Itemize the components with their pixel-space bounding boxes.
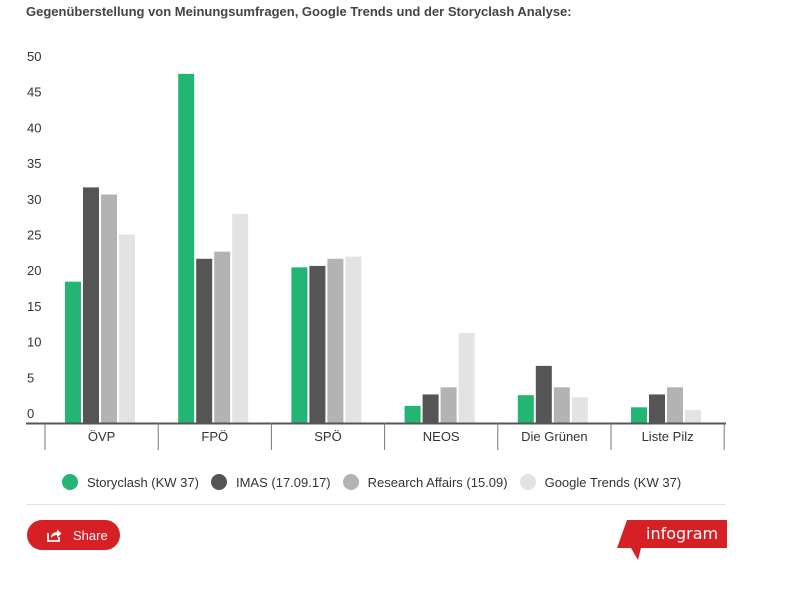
legend-swatch-google	[519, 474, 536, 490]
y-tick-label: 40	[27, 120, 41, 135]
bar	[214, 251, 231, 423]
bar	[65, 281, 81, 423]
bar	[119, 234, 135, 423]
x-tick-label: Liste Pilz	[642, 429, 694, 444]
legend-label-google: Google Trends (KW 37)	[544, 474, 682, 490]
bar	[571, 397, 588, 423]
legend-swatch-imas	[210, 474, 227, 490]
bar	[649, 394, 665, 423]
y-tick-label: 15	[27, 299, 41, 314]
legend-label-imas: IMAS (17.09.17)	[235, 474, 331, 490]
bar	[685, 410, 701, 423]
y-tick-label: 30	[27, 192, 41, 207]
share-icon	[47, 529, 62, 542]
bar	[345, 256, 362, 423]
bar	[101, 194, 117, 423]
bar	[553, 387, 570, 423]
x-tick-label: NEOS	[423, 429, 460, 444]
bar	[535, 365, 552, 423]
y-tick-label: 5	[27, 370, 34, 385]
infogram-logo[interactable]	[617, 520, 727, 560]
y-tick-label: 35	[27, 156, 41, 171]
bar	[83, 187, 99, 423]
legend: Storyclash (KW 37) IMAS (17.09.17) Resea…	[62, 474, 693, 490]
x-tick-label: SPÖ	[314, 429, 341, 444]
share-button[interactable]: Share	[27, 520, 120, 550]
bar	[458, 333, 475, 423]
legend-swatch-storyclash	[62, 474, 78, 490]
y-tick-label: 20	[27, 263, 41, 278]
x-tick-label: ÖVP	[88, 429, 115, 444]
bar	[178, 73, 195, 423]
x-tick-label: Die Grünen	[521, 429, 587, 444]
legend-swatch-research	[342, 474, 359, 490]
y-tick-label: 10	[27, 335, 41, 350]
legend-item-research[interactable]: Research Affairs (15.09)	[342, 474, 508, 490]
bar-chart: 0 5 10 15 20 25 30 35 40 45 50 ÖVP FPÖ SPÖ NEOS Die Grü…	[26, 49, 726, 450]
infogram-logo-text: infogram	[646, 524, 719, 543]
legend-item-google[interactable]: Google Trends (KW 37)	[519, 474, 682, 490]
y-tick-label: 0	[27, 406, 34, 421]
x-tick-label: FPÖ	[201, 429, 228, 444]
bar	[291, 267, 308, 423]
bar	[404, 405, 421, 423]
share-label: Share	[73, 527, 108, 543]
bar	[440, 387, 457, 423]
bar	[517, 395, 534, 423]
legend-label-storyclash: Storyclash (KW 37)	[87, 474, 199, 490]
legend-label-research: Research Affairs (15.09)	[367, 474, 508, 490]
y-tick-label: 45	[27, 85, 41, 100]
bar	[309, 265, 326, 423]
chart-title: Gegenüberstellung von Meinungsumfragen, …	[26, 4, 572, 19]
y-tick-label: 25	[27, 228, 41, 243]
bar	[422, 394, 439, 423]
legend-item-imas[interactable]: IMAS (17.09.17)	[210, 474, 331, 490]
y-tick-label: 50	[27, 49, 41, 64]
legend-item-storyclash[interactable]: Storyclash (KW 37)	[62, 474, 199, 490]
bar	[667, 387, 683, 423]
bar	[196, 258, 213, 423]
bar	[232, 213, 249, 423]
divider	[26, 504, 726, 505]
bar	[631, 407, 647, 423]
bar	[327, 258, 344, 423]
